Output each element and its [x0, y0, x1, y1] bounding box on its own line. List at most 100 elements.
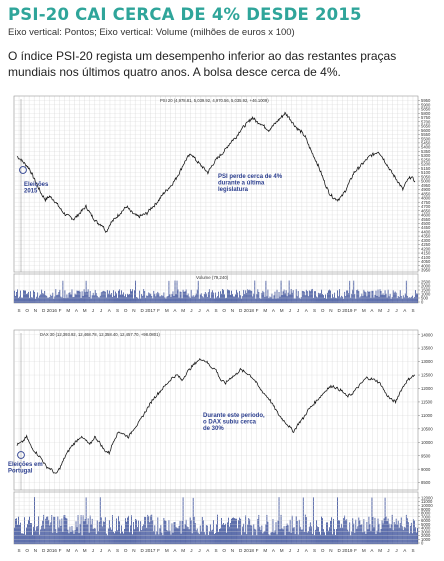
volume-bar [365, 533, 367, 544]
volume-bar [137, 297, 139, 303]
volume-bar [176, 527, 178, 544]
volume-bar [192, 295, 194, 303]
volume-bar [134, 290, 135, 303]
volume-bar [112, 531, 114, 544]
volume-bar [107, 528, 109, 544]
volume-bar [394, 291, 396, 303]
volume-bar [49, 525, 51, 544]
y-tick-label: 5900 [421, 102, 431, 107]
y-tick-label: 1000 [421, 292, 431, 297]
volume-bar [353, 523, 355, 544]
volume-bar [84, 519, 86, 544]
volume-bar [20, 522, 21, 544]
volume-bar [35, 298, 37, 303]
volume-bar [53, 516, 55, 544]
volume-bar [274, 530, 276, 544]
volume-bar [194, 523, 196, 544]
volume-bar [21, 533, 22, 544]
volume-bar [168, 520, 170, 544]
volume-bar [85, 280, 87, 303]
volume-bar [198, 534, 200, 544]
volume-bar [151, 295, 153, 303]
volume-bar [216, 524, 217, 544]
x-tick-label: F [59, 308, 62, 313]
volume-bar [36, 526, 38, 544]
x-tick-label: J [190, 548, 192, 553]
y-tick-label: 4700 [421, 204, 431, 209]
volume-bar [110, 529, 112, 544]
volume-bar [125, 518, 126, 544]
volume-bar [380, 290, 382, 303]
volume-bar [253, 293, 255, 303]
volume-bar [257, 289, 259, 303]
volume-bar [313, 535, 315, 544]
volume-bar [238, 297, 240, 303]
volume-bar [374, 517, 376, 544]
volume-bar [109, 527, 111, 544]
volume-bar [233, 517, 234, 544]
volume-bar [85, 497, 87, 544]
volume-bar [309, 291, 311, 303]
volume-bar [349, 522, 351, 544]
volume-bar [57, 294, 59, 303]
volume-bar [366, 521, 368, 544]
volume-bar [411, 295, 413, 303]
volume-bar [169, 530, 171, 544]
y-tick-label: 5800 [421, 111, 431, 116]
volume-bar [264, 296, 266, 303]
volume-bar [368, 516, 370, 544]
volume-bar [328, 290, 329, 303]
volume-bar [294, 534, 296, 544]
volume-bar [104, 517, 106, 544]
volume-bar [179, 520, 181, 544]
volume-bar [197, 280, 199, 303]
volume-bar [227, 289, 228, 303]
volume-bar [364, 531, 366, 544]
volume-bar [111, 515, 113, 544]
volume-bar [374, 294, 376, 303]
volume-bar [94, 528, 96, 544]
y-tick-label: 10500 [421, 426, 433, 431]
volume-bar [281, 295, 283, 303]
volume-bar [93, 295, 95, 303]
volume-bar [74, 530, 76, 544]
volume-bar [244, 532, 246, 544]
volume-bar [148, 516, 150, 544]
volume-bar [185, 519, 187, 544]
volume-bar [313, 291, 315, 303]
volume-bar [221, 518, 222, 544]
volume-bar [255, 529, 257, 544]
volume-bar [80, 297, 82, 303]
volume-bar [400, 517, 402, 544]
volume-bar [136, 297, 138, 303]
x-tick-label: O [321, 308, 325, 313]
volume-bar [72, 297, 74, 303]
volume-bar [29, 297, 30, 303]
volume-bar [294, 298, 296, 303]
volume-bar [162, 535, 164, 544]
volume-bar [16, 291, 17, 303]
volume-bar [258, 514, 260, 544]
volume-bar [347, 529, 349, 544]
volume-bar [31, 297, 32, 303]
volume-bar [265, 524, 267, 544]
volume-bar [253, 524, 255, 544]
volume-bar [415, 532, 417, 544]
x-tick-label: J [190, 308, 192, 313]
volume-bar [152, 298, 154, 303]
volume-bar [315, 520, 317, 544]
volume-bar [102, 290, 104, 303]
volume-bar [237, 292, 239, 303]
volume-bar [224, 294, 225, 303]
volume-bar [191, 533, 193, 544]
volume-bar [381, 294, 383, 303]
volume-bar [133, 521, 134, 544]
y-tick-label: 4400 [421, 229, 431, 234]
volume-bar [160, 296, 162, 303]
volume-bar [180, 291, 182, 303]
volume-bar [321, 516, 322, 544]
x-tick-label: D [239, 308, 243, 313]
volume-bar [26, 293, 27, 303]
volume-bar [392, 530, 394, 544]
volume-bar [151, 514, 153, 544]
